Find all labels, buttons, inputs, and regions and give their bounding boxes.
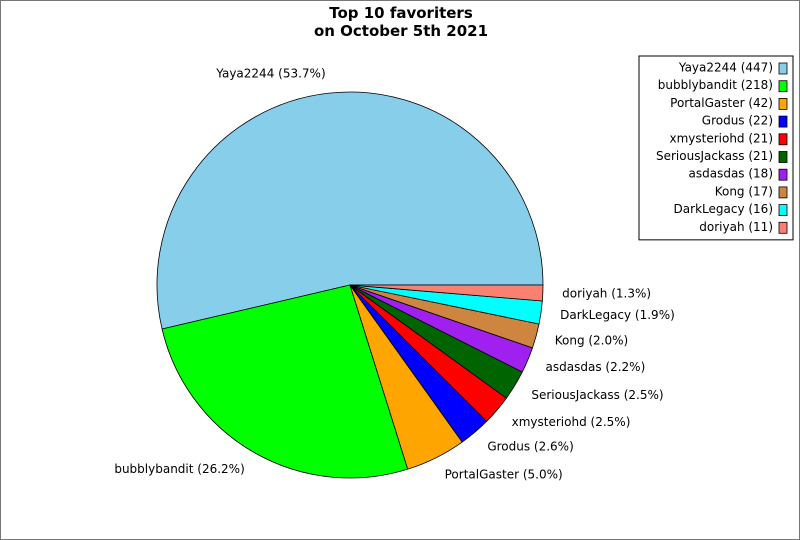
slice-label: DarkLegacy (1.9%) bbox=[560, 308, 675, 322]
slice-label: Grodus (2.6%) bbox=[487, 439, 573, 453]
pie-slice bbox=[156, 91, 544, 330]
legend-label: Kong (17) bbox=[715, 184, 773, 198]
legend-swatch bbox=[778, 98, 788, 110]
legend-label: SeriousJackass (21) bbox=[656, 149, 773, 163]
legend-label: PortalGaster (42) bbox=[670, 96, 773, 110]
legend-swatch bbox=[778, 186, 788, 199]
legend-swatch bbox=[778, 133, 788, 146]
slice-label: Yaya2244 (53.7%) bbox=[215, 67, 325, 81]
slice-label: xmysteriohd (2.5%) bbox=[512, 415, 631, 429]
slice-label: doriyah (1.3%) bbox=[562, 286, 651, 300]
legend-label: asdasdas (18) bbox=[689, 167, 774, 181]
pie-slice bbox=[349, 284, 544, 302]
legend-swatch bbox=[778, 168, 788, 181]
slice-label: PortalGaster (5.0%) bbox=[445, 468, 563, 482]
slice-label: Kong (2.0%) bbox=[555, 334, 629, 348]
slice-label: SeriousJackass (2.5%) bbox=[531, 388, 663, 402]
legend-swatch bbox=[778, 204, 788, 217]
legend-label: bubblybandit (218) bbox=[658, 78, 773, 92]
legend-label: xmysteriohd (21) bbox=[669, 131, 773, 145]
legend-swatch bbox=[778, 62, 788, 75]
legend-label: Yaya2244 (447) bbox=[678, 61, 773, 75]
legend-label: DarkLegacy (16) bbox=[674, 202, 773, 216]
legend-label: Grodus (22) bbox=[702, 114, 773, 128]
legend-swatch bbox=[778, 151, 788, 163]
pie-slice bbox=[161, 284, 409, 479]
legend-label: doriyah (11) bbox=[699, 220, 773, 234]
legend-swatch bbox=[778, 115, 788, 128]
slice-label: bubblybandit (26.2%) bbox=[114, 462, 244, 476]
slice-label: asdasdas (2.2%) bbox=[546, 360, 646, 374]
legend-box bbox=[638, 55, 794, 241]
chart-title: Top 10 favoriters on October 5th 2021 bbox=[313, 4, 489, 40]
legend-swatch bbox=[778, 80, 788, 93]
legend-swatch bbox=[778, 221, 788, 234]
